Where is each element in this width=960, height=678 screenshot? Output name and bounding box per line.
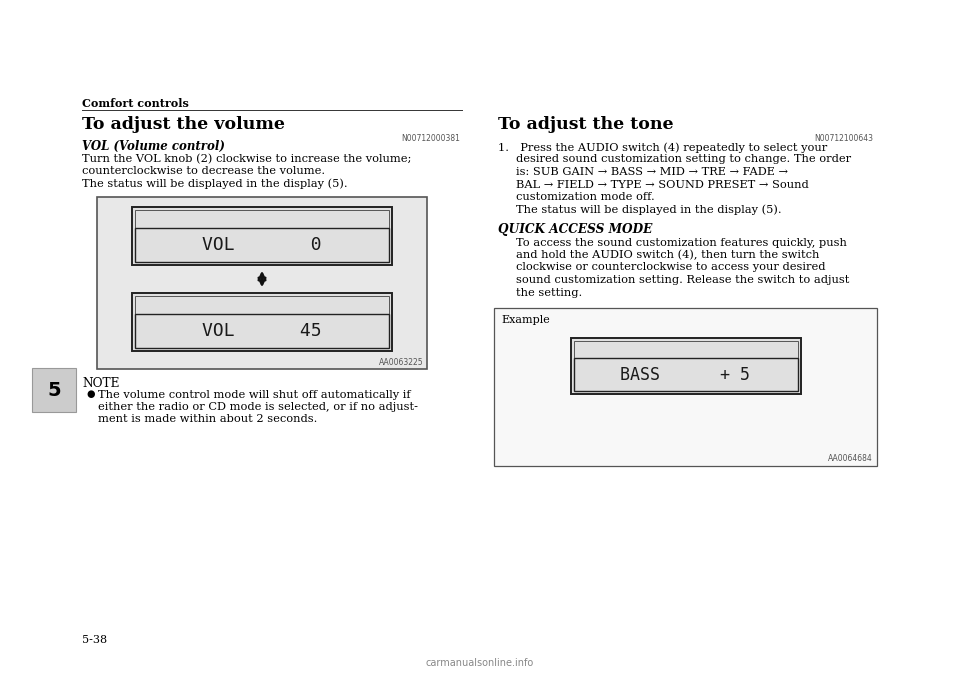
Text: ment is made within about 2 seconds.: ment is made within about 2 seconds. [98,414,318,424]
Text: VOL (Volume control): VOL (Volume control) [82,140,225,153]
Text: BASS      + 5: BASS + 5 [620,365,751,384]
Text: N00712100643: N00712100643 [814,134,873,143]
Text: QUICK ACCESS MODE: QUICK ACCESS MODE [498,223,653,236]
Bar [132,207,392,265]
Text: desired sound customization setting to change. The order: desired sound customization setting to c… [516,155,852,165]
Text: carmanualsonline.info: carmanualsonline.info [426,658,534,668]
Text: The status will be displayed in the display (5).: The status will be displayed in the disp… [516,205,781,215]
Text: BAL → FIELD → TYPE → SOUND PRESET → Sound: BAL → FIELD → TYPE → SOUND PRESET → Soun… [516,180,808,189]
Bar [135,228,389,262]
Bar [570,338,801,394]
Bar [494,308,877,466]
Bar [573,358,798,391]
Text: 1. Press the AUDIO switch (4) repeatedly to select your: 1. Press the AUDIO switch (4) repeatedly… [498,142,828,153]
Bar [135,296,389,314]
Text: NOTE: NOTE [82,377,119,390]
Text: the setting.: the setting. [516,287,583,298]
Text: counterclockwise to decrease the volume.: counterclockwise to decrease the volume. [82,166,325,176]
Text: ●: ● [86,389,94,399]
Text: and hold the AUDIO switch (4), then turn the switch: and hold the AUDIO switch (4), then turn… [516,250,820,260]
Text: N00712000381: N00712000381 [401,134,460,143]
Bar [135,210,389,228]
Text: 5: 5 [47,380,60,399]
Text: Comfort controls: Comfort controls [82,98,189,109]
Text: is: SUB GAIN → BASS → MID → TRE → FADE →: is: SUB GAIN → BASS → MID → TRE → FADE → [516,167,788,177]
Bar [32,368,76,412]
Text: sound customization setting. Release the switch to adjust: sound customization setting. Release the… [516,275,850,285]
Text: The status will be displayed in the display (5).: The status will be displayed in the disp… [82,178,348,189]
Text: To adjust the tone: To adjust the tone [498,116,674,133]
Text: AA0064684: AA0064684 [828,454,873,463]
Text: 5-38: 5-38 [82,635,108,645]
Bar [573,341,798,358]
Text: To adjust the volume: To adjust the volume [82,116,285,133]
Text: either the radio or CD mode is selected, or if no adjust-: either the radio or CD mode is selected,… [98,402,418,412]
Bar [97,197,427,369]
Text: customization mode off.: customization mode off. [516,192,655,202]
Bar [132,293,392,351]
Text: Turn the VOL knob (2) clockwise to increase the volume;: Turn the VOL knob (2) clockwise to incre… [82,153,412,164]
Text: The volume control mode will shut off automatically if: The volume control mode will shut off au… [98,389,411,399]
Text: To access the sound customization features quickly, push: To access the sound customization featur… [516,237,847,247]
Text: clockwise or counterclockwise to access your desired: clockwise or counterclockwise to access … [516,262,826,273]
Text: AA0063225: AA0063225 [379,358,424,367]
Bar [135,314,389,348]
Text: VOL      45: VOL 45 [203,322,322,340]
Text: VOL       0: VOL 0 [203,236,322,254]
Text: Example: Example [501,315,550,325]
